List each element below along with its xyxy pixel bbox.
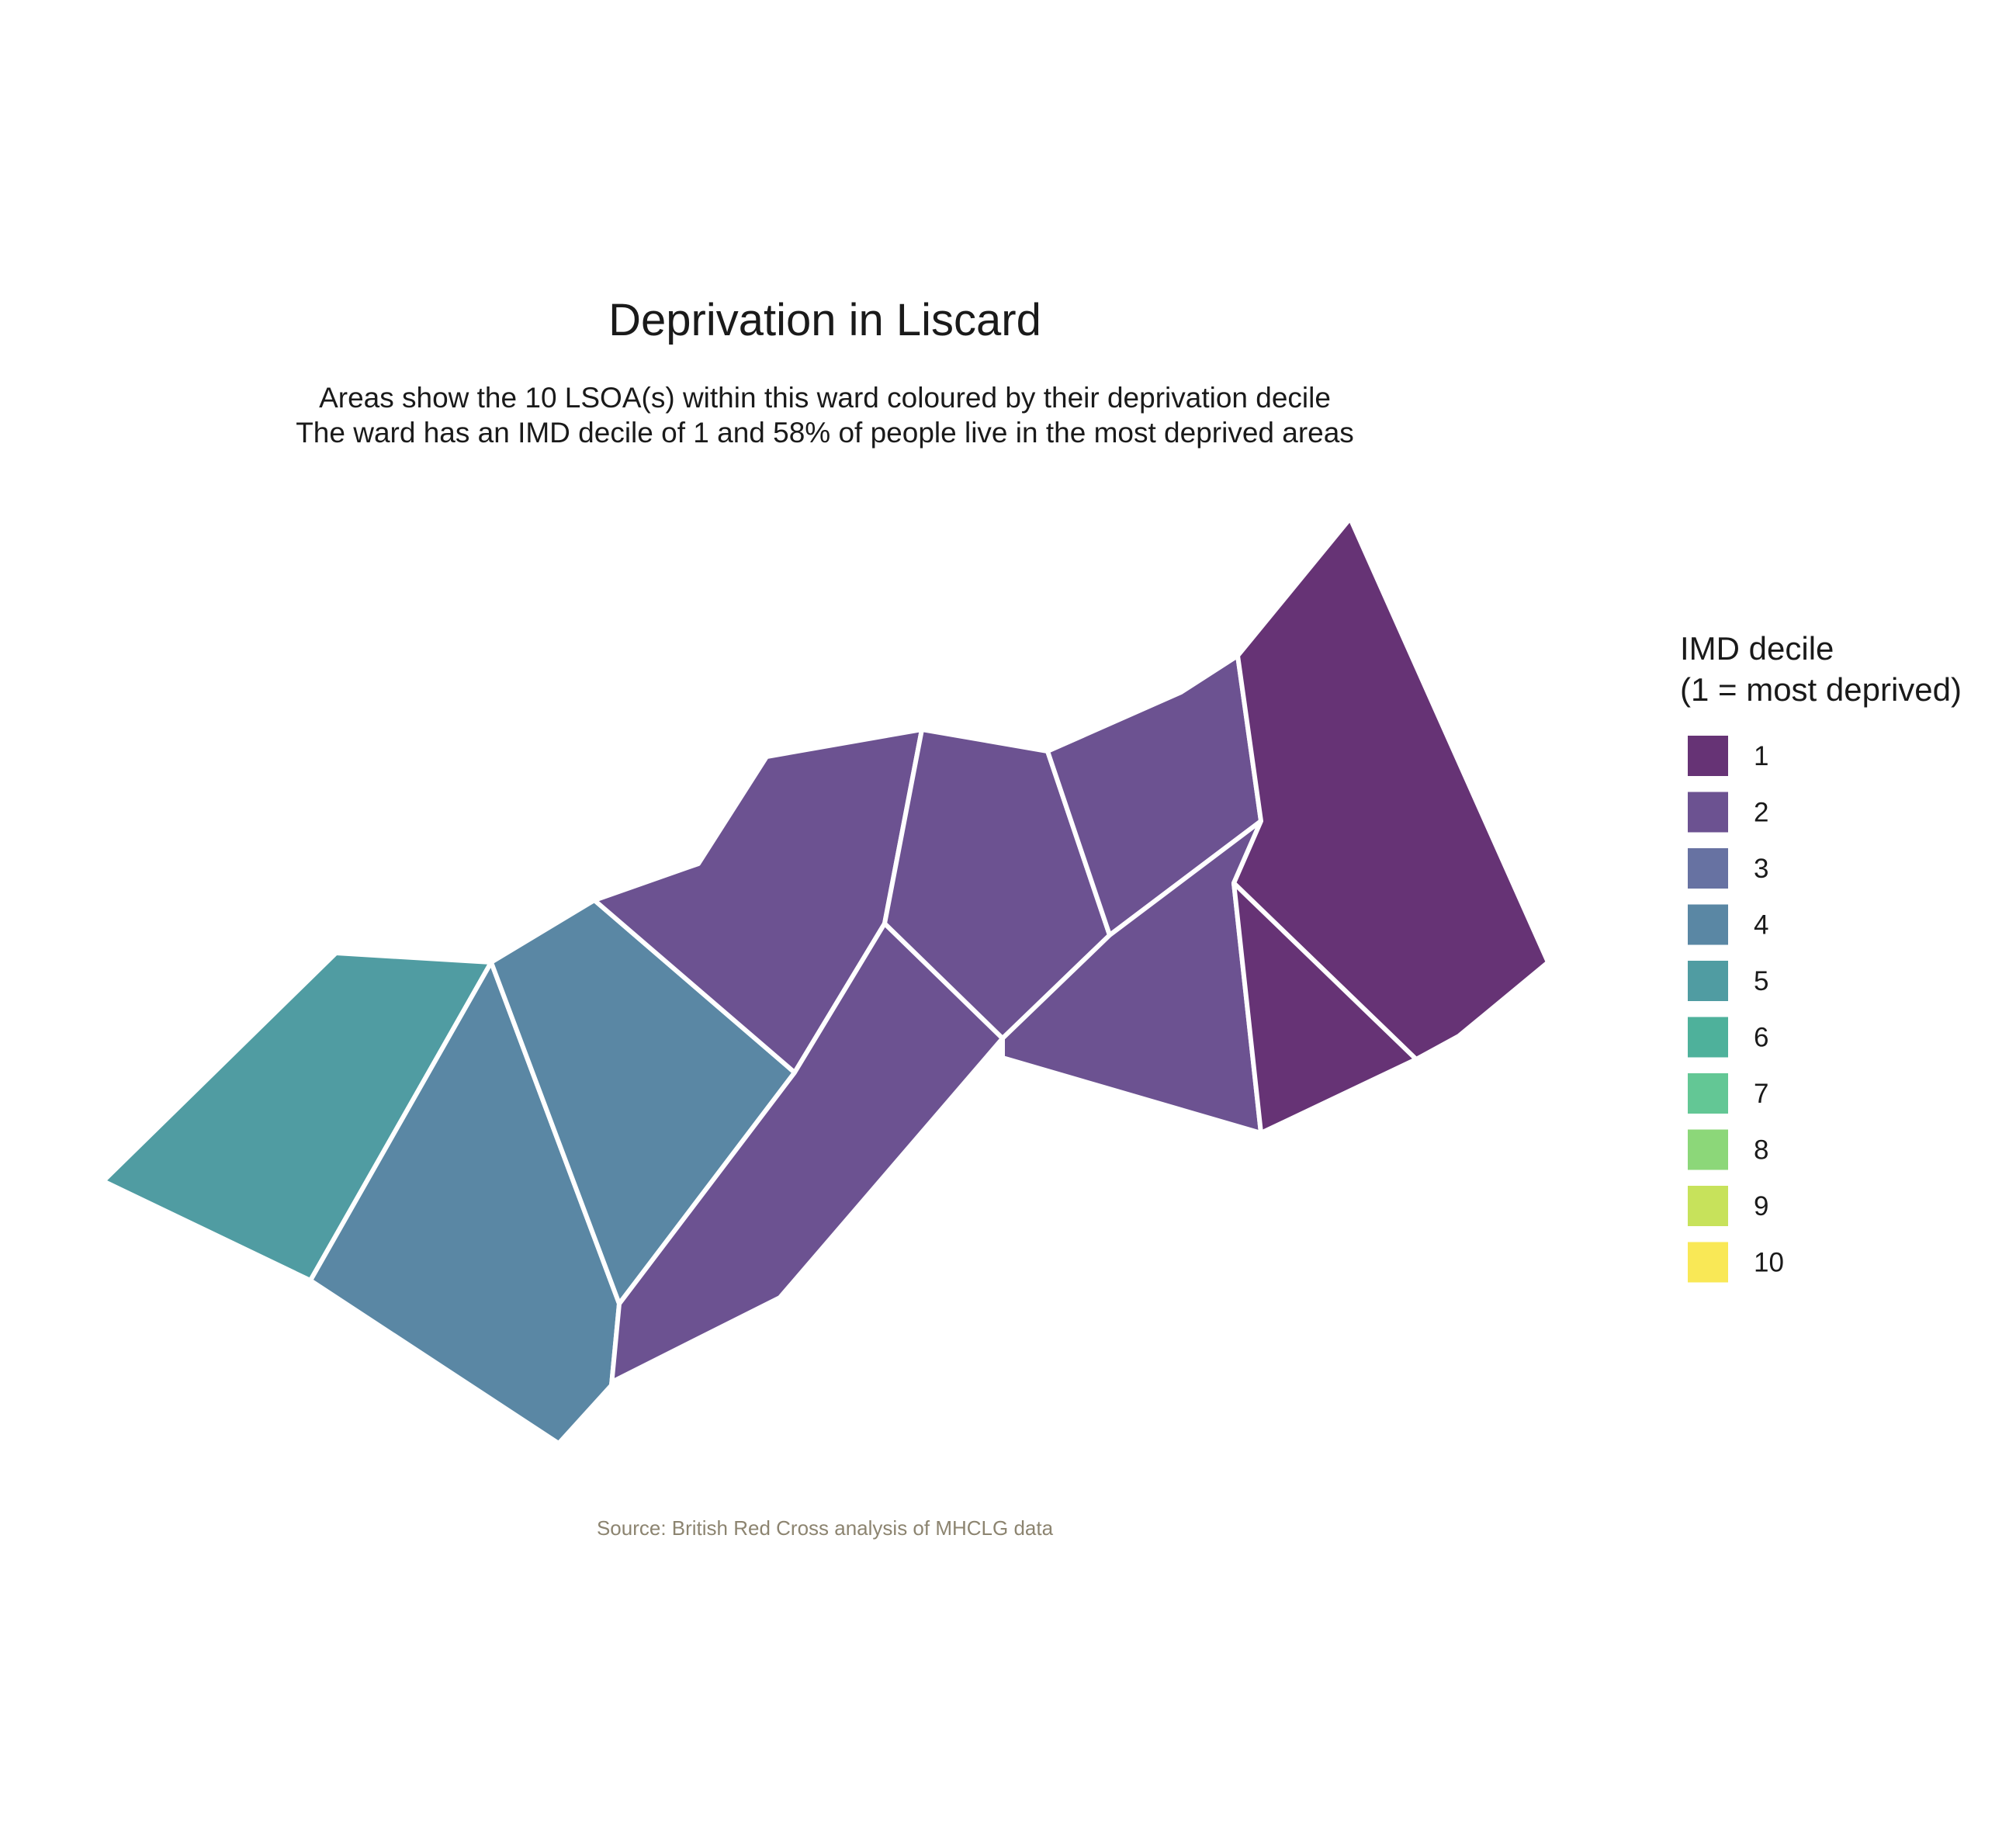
legend-key-3 [1688, 848, 1728, 889]
legend-key-5 [1688, 961, 1728, 1001]
legend-label-4: 4 [1754, 910, 1768, 941]
legend-title-line-2: (1 = most deprived) [1680, 671, 1962, 708]
legend-label-10: 10 [1754, 1248, 1784, 1278]
legend-label-9: 9 [1754, 1191, 1768, 1221]
legend-items: 1 2 3 4 5 6 7 8 9 10 [1688, 736, 1784, 1283]
legend-key-10 [1688, 1242, 1728, 1283]
legend-label-2: 2 [1754, 798, 1768, 828]
legend-title-line-1: IMD decile [1680, 630, 1834, 667]
legend-key-7 [1688, 1073, 1728, 1114]
subtitle-line-1: Areas show the 10 LSOA(s) within this wa… [319, 382, 1331, 414]
legend-label-5: 5 [1754, 966, 1768, 996]
legend-key-1 [1688, 736, 1728, 776]
legend-key-6 [1688, 1017, 1728, 1058]
source-caption: Source: British Red Cross analysis of MH… [597, 1516, 1054, 1540]
lsoa-central-south-decile-2[interactable] [609, 921, 1005, 1388]
lsoa-east-small-decile-1[interactable] [1231, 881, 1418, 1135]
legend-key-9 [1688, 1186, 1728, 1226]
legend-key-8 [1688, 1129, 1728, 1170]
page-title: Deprivation in Liscard [608, 295, 1041, 345]
legend-key-2 [1688, 792, 1728, 833]
legend-key-4 [1688, 904, 1728, 945]
legend: IMD decile (1 = most deprived) 1 2 3 4 5 6 7 8 9… [1680, 630, 1962, 1283]
subtitle-line-2: The ward has an IMD decile of 1 and 58% … [296, 417, 1354, 449]
legend-label-1: 1 [1754, 741, 1768, 771]
legend-label-6: 6 [1754, 1023, 1768, 1053]
lsoa-far-east-decile-1[interactable] [1231, 516, 1550, 1062]
lsoa-areas [101, 516, 1550, 1446]
legend-label-3: 3 [1754, 854, 1768, 884]
legend-label-8: 8 [1754, 1135, 1768, 1166]
legend-label-7: 7 [1754, 1079, 1768, 1109]
